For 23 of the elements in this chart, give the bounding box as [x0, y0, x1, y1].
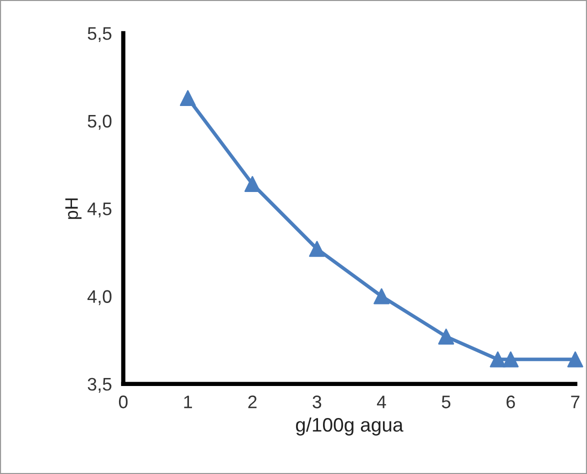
x-axis-title: g/100g agua [296, 417, 404, 436]
x-tick-label: 5 [442, 396, 450, 408]
x-tick-label: 3 [312, 396, 322, 408]
x-tick-label: 6 [506, 396, 515, 408]
x-tick-label: 0 [118, 396, 128, 408]
point [309, 240, 325, 257]
x-tick-label: 2 [248, 396, 257, 408]
y-tick-label: 4,5 [87, 202, 112, 218]
x-tick-label: 4 [376, 396, 386, 408]
point [567, 351, 584, 368]
y-axis-title: pH [65, 198, 82, 219]
point [502, 351, 519, 368]
y-tick-label: 5,5 [88, 27, 112, 42]
point [374, 288, 390, 304]
y-tick-label: 3,5 [88, 378, 112, 393]
point [438, 328, 454, 345]
point [244, 176, 260, 192]
y-tick-label: 5,0 [88, 114, 112, 130]
y-tick-label: 4,0 [87, 290, 112, 306]
point [180, 90, 196, 106]
point [490, 351, 506, 368]
x-tick-label: 1 [184, 396, 192, 408]
x-tick-label: 7 [571, 396, 580, 408]
